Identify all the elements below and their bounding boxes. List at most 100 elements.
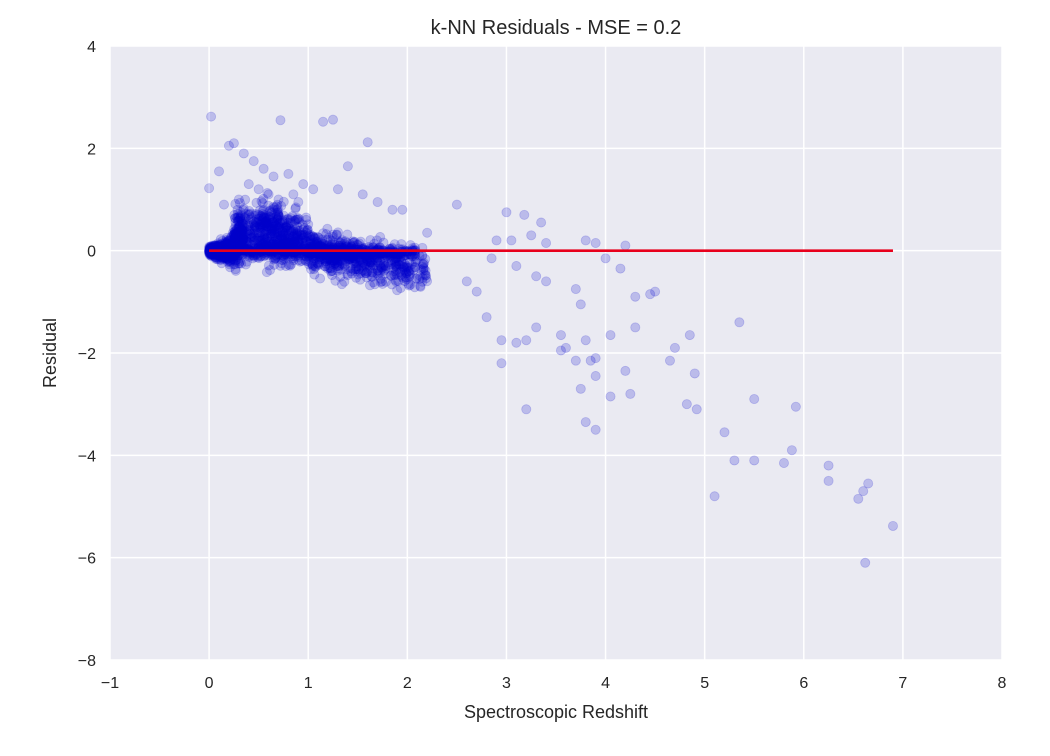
cloud-point	[232, 204, 243, 215]
cloud-point	[264, 205, 275, 216]
cloud-point	[218, 252, 229, 263]
cloud-point	[390, 261, 401, 272]
cloud-point	[277, 238, 288, 249]
cloud-point	[335, 252, 346, 263]
cloud-point	[379, 268, 390, 279]
data-point	[575, 299, 586, 310]
cloud-point	[293, 237, 304, 248]
cloud-point	[297, 235, 308, 246]
cloud-point	[292, 221, 303, 232]
cloud-point	[278, 210, 289, 221]
cloud-point	[318, 238, 329, 249]
cloud-point	[269, 228, 280, 239]
cloud-point	[299, 238, 310, 249]
cloud-point	[289, 215, 300, 226]
cloud-point	[256, 225, 267, 236]
cloud-point	[417, 261, 428, 272]
cloud-point	[394, 260, 405, 271]
cloud-point	[299, 229, 310, 240]
cloud-point	[219, 238, 230, 249]
data-point	[491, 235, 502, 246]
cloud-point	[283, 259, 294, 270]
cloud-point	[329, 259, 340, 270]
cloud-point	[309, 253, 320, 264]
cloud-point	[288, 239, 299, 250]
cloud-point	[355, 274, 366, 285]
cloud-point	[235, 229, 246, 240]
cloud-point	[382, 257, 393, 268]
cloud-point	[269, 229, 280, 240]
cloud-point	[241, 213, 252, 224]
cloud-point	[334, 260, 345, 271]
cloud-point	[414, 274, 425, 285]
cloud-point	[210, 252, 221, 263]
cloud-point	[395, 252, 406, 263]
cloud-point	[269, 231, 280, 242]
cloud-point	[418, 259, 429, 270]
cloud-point	[362, 263, 373, 274]
data-point	[590, 424, 601, 435]
cloud-point	[216, 254, 227, 265]
band-point	[314, 240, 325, 251]
cloud-point	[381, 263, 392, 274]
cloud-point	[350, 253, 361, 264]
cloud-point	[373, 265, 384, 276]
cloud-point	[268, 239, 279, 250]
data-point	[729, 455, 740, 466]
data-point	[600, 253, 611, 264]
cloud-point	[258, 232, 269, 243]
cloud-point	[267, 238, 278, 249]
cloud-point	[282, 231, 293, 242]
cloud-point	[335, 271, 346, 282]
data-point	[664, 355, 675, 366]
data-point	[580, 417, 591, 428]
cloud-point	[229, 232, 240, 243]
data-point	[749, 394, 760, 405]
cloud-point	[302, 224, 313, 235]
cloud-point	[306, 258, 317, 269]
cloud-point	[255, 237, 266, 248]
cloud-point	[391, 265, 402, 276]
cloud-point	[272, 234, 283, 245]
cloud-point	[246, 232, 257, 243]
cloud-point	[274, 222, 285, 233]
cloud-point	[348, 256, 359, 267]
cloud-point	[298, 224, 309, 235]
cloud-point	[380, 261, 391, 272]
y-tick-labels: −8 −6 −4 −2 0 2 4	[78, 39, 96, 670]
data-point	[681, 399, 692, 410]
cloud-point	[267, 232, 278, 243]
cloud-point	[289, 238, 300, 249]
cloud-point	[292, 228, 303, 239]
cloud-point	[403, 263, 414, 274]
cloud-point	[415, 281, 426, 292]
data-point	[615, 263, 626, 274]
data-point	[233, 194, 244, 205]
cloud-point	[269, 208, 280, 219]
cloud-point	[265, 265, 276, 276]
cloud-point	[286, 227, 297, 238]
cloud-point	[232, 216, 243, 227]
cloud-point	[250, 222, 261, 233]
cloud-point	[224, 255, 235, 266]
cloud-point	[273, 218, 284, 229]
cloud-point	[228, 238, 239, 249]
cloud-point	[234, 213, 245, 224]
cloud-point	[236, 215, 247, 226]
data-point	[580, 235, 591, 246]
cloud-point	[253, 227, 264, 238]
cloud-point	[385, 252, 396, 263]
cloud-point	[315, 251, 326, 262]
cloud-point	[329, 252, 340, 263]
cloud-point	[278, 238, 289, 249]
cloud-point	[236, 228, 247, 239]
data-point	[630, 291, 641, 302]
data-point	[273, 194, 284, 205]
cloud-point	[249, 238, 260, 249]
data-point	[318, 116, 329, 127]
cloud-point	[332, 258, 343, 269]
cloud-point	[259, 229, 270, 240]
cloud-point	[316, 237, 327, 248]
cloud-point	[401, 268, 412, 279]
